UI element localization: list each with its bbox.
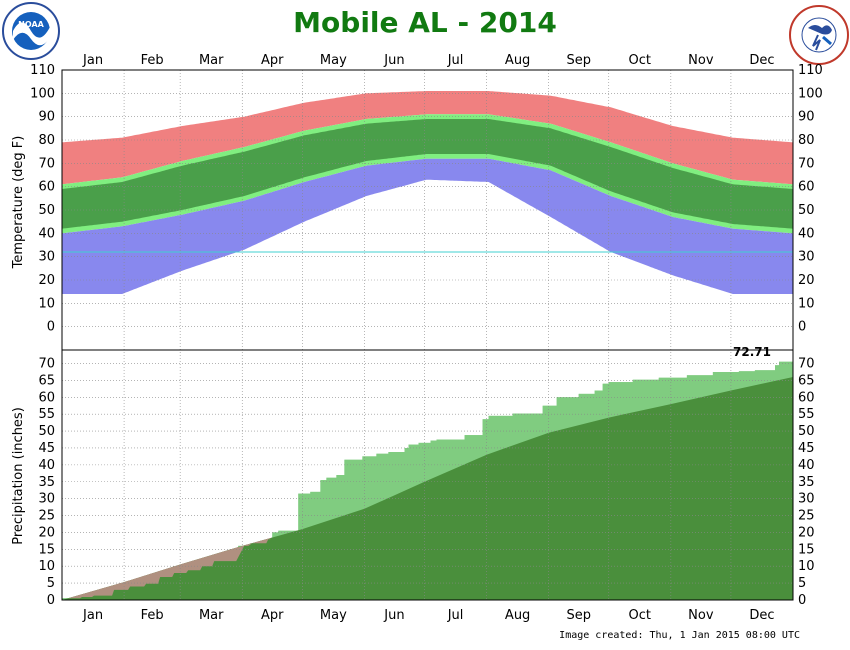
- normal-precip-area: [62, 377, 793, 600]
- actual-temperature-range: [62, 119, 793, 229]
- precip-tick-left: 20: [38, 525, 55, 540]
- precip-tick-right: 5: [798, 576, 806, 591]
- month-label-bottom: Nov: [688, 608, 714, 623]
- precip-tick-right: 45: [798, 441, 815, 456]
- normal-range-band: [62, 114, 793, 234]
- noaa-logo: NOAA: [2, 2, 60, 60]
- month-label-top: Oct: [629, 53, 651, 68]
- month-label-bottom: Jun: [383, 608, 404, 623]
- month-label-top: Dec: [749, 53, 774, 68]
- temp-tick-left: 20: [38, 273, 55, 288]
- precip-tick-left: 10: [38, 559, 55, 574]
- precip-tick-left: 65: [38, 373, 55, 388]
- precip-tick-left: 70: [38, 357, 55, 372]
- temp-tick-left: 70: [38, 156, 55, 171]
- precip-tick-right: 35: [798, 475, 815, 490]
- temp-tick-left: 90: [38, 110, 55, 125]
- precip-tick-right: 55: [798, 407, 815, 422]
- temp-tick-right: 60: [798, 180, 815, 195]
- precip-tick-right: 70: [798, 357, 815, 372]
- precip-tick-right: 0: [798, 593, 806, 608]
- precipitation-panel: [62, 354, 793, 600]
- precip-tick-left: 15: [38, 542, 55, 557]
- precip-tick-right: 20: [798, 525, 815, 540]
- temp-tick-right: 0: [798, 320, 806, 335]
- month-label-top: Jun: [383, 53, 404, 68]
- precip-tick-left: 30: [38, 492, 55, 507]
- precip-below-normal-area: [68, 538, 271, 599]
- month-label-top: Sep: [566, 53, 591, 68]
- temp-tick-right: 80: [798, 133, 815, 148]
- precip-tick-left: 45: [38, 441, 55, 456]
- month-label-bottom: Aug: [505, 608, 530, 623]
- temp-tick-right: 10: [798, 296, 815, 311]
- precip-tick-right: 65: [798, 373, 815, 388]
- precip-tick-left: 50: [38, 424, 55, 439]
- temp-tick-left: 50: [38, 203, 55, 218]
- temp-tick-right: 90: [798, 110, 815, 125]
- precip-tick-right: 10: [798, 559, 815, 574]
- precip-tick-right: 30: [798, 492, 815, 507]
- temp-tick-left: 60: [38, 180, 55, 195]
- month-label-bottom: Jul: [447, 608, 464, 623]
- temp-tick-left: 10: [38, 296, 55, 311]
- month-label-top: Jul: [447, 53, 464, 68]
- noaa-logo-text: NOAA: [18, 20, 44, 29]
- month-label-bottom: Mar: [199, 608, 224, 623]
- temp-tick-left: 30: [38, 250, 55, 265]
- record-low-band: [62, 158, 793, 294]
- image-created-footer: Image created: Thu, 1 Jan 2015 08:00 UTC: [559, 630, 800, 641]
- temperature-panel: [62, 91, 793, 294]
- month-label-top: Jan: [82, 53, 103, 68]
- precip-tick-right: 15: [798, 542, 815, 557]
- temperature-axis-label: Temperature (deg F): [11, 136, 26, 270]
- month-label-bottom: Jan: [82, 608, 103, 623]
- temp-tick-right: 110: [798, 63, 823, 78]
- month-label-bottom: Sep: [566, 608, 591, 623]
- temp-tick-left: 40: [38, 226, 55, 241]
- nws-logo: [789, 5, 849, 65]
- month-label-bottom: Oct: [629, 608, 651, 623]
- month-label-bottom: Dec: [749, 608, 774, 623]
- precip-tick-right: 50: [798, 424, 815, 439]
- precip-tick-right: 60: [798, 390, 815, 405]
- precip-tick-left: 0: [47, 593, 55, 608]
- precip-tick-left: 5: [47, 576, 55, 591]
- temp-tick-left: 110: [30, 63, 55, 78]
- temp-tick-right: 30: [798, 250, 815, 265]
- precip-tick-right: 40: [798, 458, 815, 473]
- chart-title: Mobile AL - 2014: [293, 6, 557, 39]
- temp-tick-right: 50: [798, 203, 815, 218]
- precip-total-label: 72.71: [733, 345, 771, 359]
- precip-axis-label: Precipitation (inches): [11, 407, 26, 545]
- month-label-bottom: May: [320, 608, 347, 623]
- precip-tick-left: 35: [38, 475, 55, 490]
- month-label-bottom: Apr: [261, 608, 284, 623]
- precip-tick-right: 25: [798, 509, 815, 524]
- precip-tick-left: 25: [38, 509, 55, 524]
- temp-tick-right: 100: [798, 86, 823, 101]
- temp-tick-left: 80: [38, 133, 55, 148]
- record-high-band: [62, 91, 793, 185]
- month-label-top: Nov: [688, 53, 714, 68]
- temp-tick-right: 70: [798, 156, 815, 171]
- month-label-top: Aug: [505, 53, 530, 68]
- precip-tick-left: 60: [38, 390, 55, 405]
- month-label-bottom: Feb: [141, 608, 164, 623]
- temp-tick-right: 40: [798, 226, 815, 241]
- month-label-top: Apr: [261, 53, 284, 68]
- precip-frame-border: [61, 349, 794, 601]
- temp-tick-left: 0: [47, 320, 55, 335]
- temp-tick-left: 100: [30, 86, 55, 101]
- precip-tick-left: 55: [38, 407, 55, 422]
- month-label-top: Mar: [199, 53, 224, 68]
- month-label-top: Feb: [141, 53, 164, 68]
- precip-tick-left: 40: [38, 458, 55, 473]
- month-label-top: May: [320, 53, 347, 68]
- temp-tick-right: 20: [798, 273, 815, 288]
